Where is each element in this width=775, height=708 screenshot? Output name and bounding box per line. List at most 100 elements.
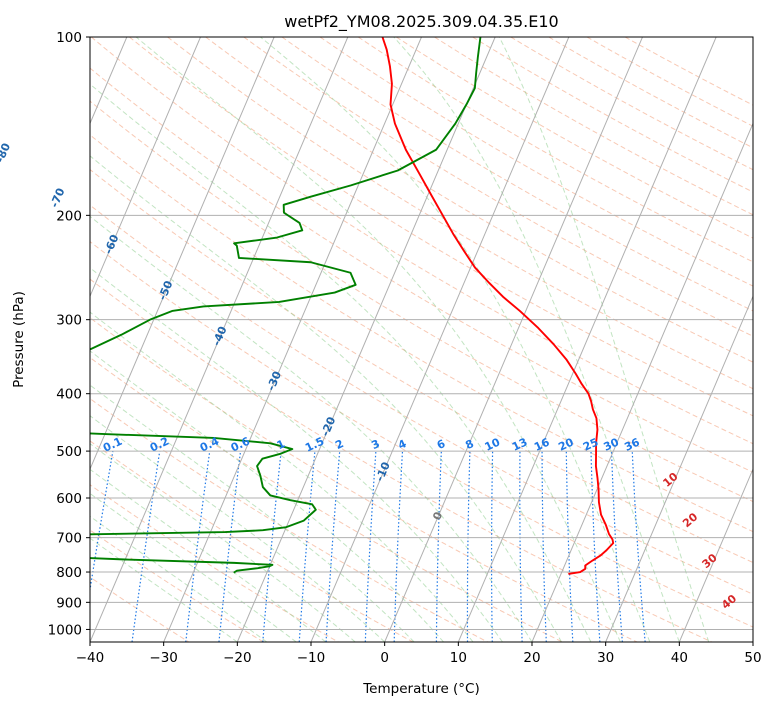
moist-adiabat-line [90,468,327,642]
y-tick-label: 900 [56,595,82,611]
x-tick-label: 50 [744,650,761,666]
temperature-trace [381,37,615,575]
isotherm-line [90,37,275,471]
moist-adiabats [90,37,710,642]
mixing-ratio-label: 6 [435,437,448,452]
dry-adiabat-line [90,278,712,642]
mixing-ratio-line [218,451,242,642]
dry-adiabat-line [548,37,753,149]
moist-adiabat-line [393,37,680,642]
x-tick-label: −10 [297,650,326,666]
mixing-ratio-line [435,451,442,642]
isotherm-label: -80 [0,141,13,165]
y-tick-label: 800 [56,565,82,581]
mixing-ratio-line [565,451,574,642]
moist-adiabat-line [90,537,238,642]
dry-adiabat-line [90,134,753,533]
dry-adiabat-line [90,241,753,628]
mixing-ratio-label: 1 [275,437,287,452]
mixing-ratio-label: 4 [396,437,409,452]
dry-adiabat-line [357,37,753,263]
mixing-ratio-label: 0.2 [148,435,171,455]
dry-adiabat-line [90,168,753,564]
isotherm-line [90,37,201,298]
mixing-ratio-line [490,451,494,642]
isotherm-label: -40 [210,324,230,348]
isotherm-line [752,640,753,642]
dry-adiabat-line [281,37,753,312]
moist-adiabat-line [90,443,356,642]
y-tick-label: 100 [56,30,82,46]
isotherm-line [310,37,570,642]
moist-adiabat-line [90,155,562,642]
isotherm-line [90,37,349,642]
mixing-ratio-label: 20 [556,435,576,453]
dry-adiabat-line [90,317,638,642]
x-tick-label: 10 [450,650,467,666]
mixing-ratio-label: 0.6 [229,434,252,454]
dry-adiabat-line [243,37,753,337]
moist-adiabat-line [90,492,297,642]
isotherm-line [236,37,496,642]
dry-adiabat-line [90,204,753,595]
mixing-ratio-label: 8 [463,437,475,452]
moist-adiabat-line [90,83,592,642]
dry-adiabat-line [90,37,753,445]
mixing-ratio-line [610,451,623,642]
moist-adiabat-line [90,515,268,642]
isotherm-line [678,467,753,642]
x-axis-ticks: −40 −30 −20 −10 0 10 20 30 40 50 [76,642,762,666]
moist-adiabat-line [90,215,533,642]
isotherm-label: -10 [373,460,393,484]
moist-adiabat-line [90,311,474,642]
isotherm-line [457,37,717,642]
mixing-ratio-label: 25 [581,436,600,454]
isotherm-line [384,37,643,642]
mixing-ratio-line [519,451,523,642]
isotherm-label: -30 [264,369,284,393]
y-tick-label: 300 [56,313,82,329]
mixing-ratio-label: 3 [369,437,381,452]
moist-adiabat-line [90,267,503,642]
isotherm-label: -70 [48,186,68,210]
dewpoint-trace [90,37,482,574]
pressure-gridlines [90,37,753,630]
mixing-ratio-lines [90,450,646,642]
moist-adiabat-line [498,37,710,642]
dry-adiabat-line [472,37,753,193]
mixing-ratio-line [90,450,114,594]
x-tick-label: −30 [149,650,178,666]
x-tick-label: 40 [671,650,688,666]
dry-adiabat-line [319,37,753,287]
y-axis-title: Pressure (hPa) [11,291,27,388]
dry-adiabat-line [90,67,753,473]
x-tick-label: −20 [223,650,252,666]
dry-adiabat-line [90,576,190,642]
dry-adiabat-line [205,37,753,363]
y-tick-label: 400 [56,387,82,403]
plot-frame [89,36,754,643]
moist-adiabat-line [260,37,651,642]
moist-adiabat-line [135,37,621,642]
dry-adiabat-line [129,37,753,417]
y-tick-label: 200 [56,208,82,224]
x-axis-title: Temperature (°C) [362,681,480,697]
y-tick-label: 600 [56,491,82,507]
mixing-ratio-line [298,451,316,642]
mixing-ratio-line [541,451,547,642]
dry-adiabat-label: 20 [680,510,700,530]
y-tick-label: 1000 [48,622,82,638]
dry-adiabat-line [90,356,563,642]
moist-adiabat-line [90,350,444,642]
y-tick-label: 500 [56,444,82,460]
moist-adiabat-line [90,415,386,642]
mixing-ratio-label: 0.1 [101,435,124,455]
chart-title: wetPf2_YM08.2025.309.04.35.E10 [284,12,558,32]
mixing-ratio-label: 16 [532,435,552,453]
isotherms [90,37,753,642]
dry-adiabat-line [90,529,264,642]
y-axis-ticks: 100 200 300 400 500 600 700 800 900 1000 [48,30,90,638]
dry-adiabat-line [167,37,753,390]
isotherm-line [163,37,422,642]
